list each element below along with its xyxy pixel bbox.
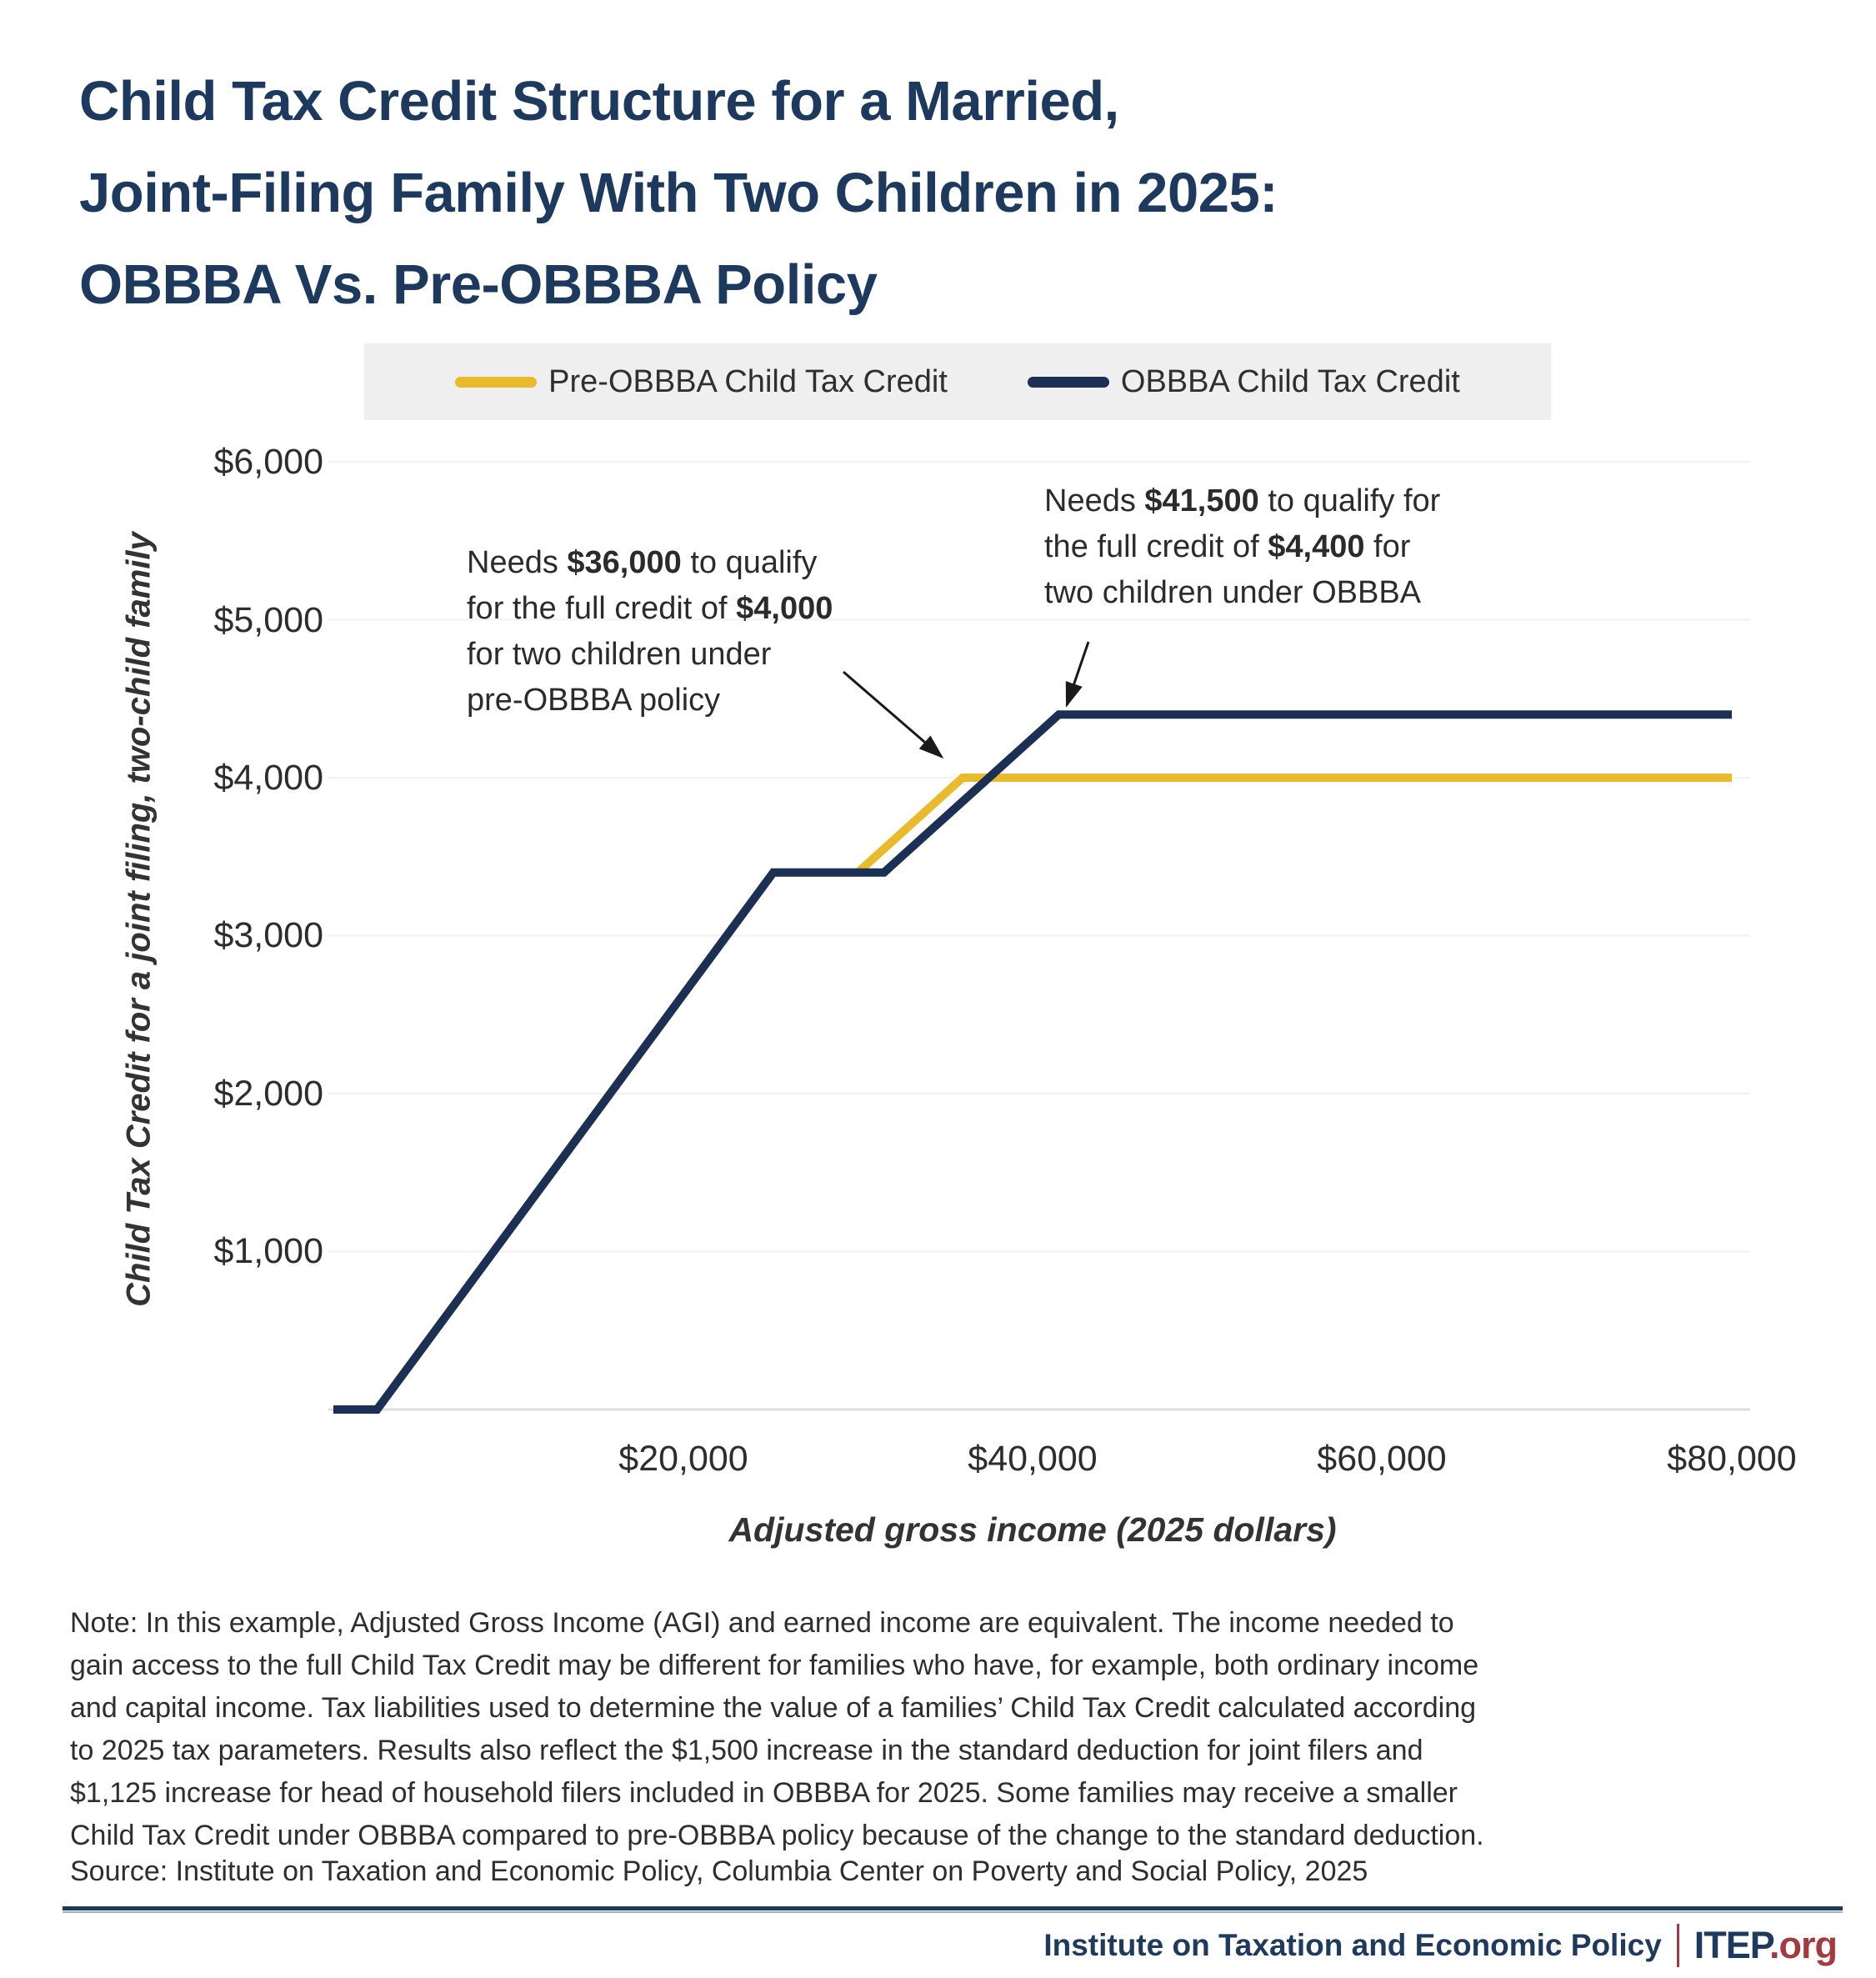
annotation-line: for the full credit of $4,000 xyxy=(467,591,833,626)
note-line: to 2025 tax parameters. Results also ref… xyxy=(70,1735,1423,1766)
y-axis-tick-label: $5,000 xyxy=(213,600,323,640)
annotation-line: Needs $41,500 to qualify for xyxy=(1044,483,1441,518)
y-axis-tick-label: $3,000 xyxy=(213,915,323,955)
annotation-arrow xyxy=(1065,641,1090,708)
note-line: and capital income. Tax liabilities used… xyxy=(70,1692,1477,1724)
x-axis-tick-label: $20,000 xyxy=(618,1439,748,1479)
y-axis-tick-label: $6,000 xyxy=(213,442,323,482)
x-axis-tick-label: $40,000 xyxy=(968,1439,1098,1479)
page-title-line-2: Joint-Filing Family With Two Children in… xyxy=(79,161,1278,224)
y-axis-tick-label: $2,000 xyxy=(213,1074,323,1114)
series-line-pre-obbba xyxy=(333,774,1732,1414)
pre-obbba-annotation: Needs $36,000 to qualify for the full cre… xyxy=(467,540,833,724)
source-text: Source: Institute on Taxation and Econom… xyxy=(70,1855,1368,1887)
annotation-line: the full credit of $4,400 for xyxy=(1044,529,1411,564)
note-text: Note: In this example, Adjusted Gross In… xyxy=(70,1602,1484,1857)
chart-legend: Pre-OBBBA Child Tax Credit OBBBA Child T… xyxy=(364,343,1551,420)
note-line: Note: In this example, Adjusted Gross In… xyxy=(70,1607,1454,1639)
note-line: $1,125 increase for head of household fi… xyxy=(70,1777,1458,1809)
note-line: gain access to the full Child Tax Credit… xyxy=(70,1650,1479,1681)
legend-item-obbba: OBBBA Child Tax Credit xyxy=(1027,363,1460,400)
itep-logo-suffix: .org xyxy=(1769,1924,1838,1966)
legend-label-pre-obbba: Pre-OBBBA Child Tax Credit xyxy=(548,363,948,399)
page-title-line-3: OBBBA Vs. Pre-OBBBA Policy xyxy=(79,253,878,316)
y-axis-tick-label: $4,000 xyxy=(213,758,323,798)
footer-divider xyxy=(63,1906,1843,1910)
page-title: Child Tax Credit Structure for a Married… xyxy=(79,56,1278,331)
footer: Institute on Taxation and Economic Polic… xyxy=(1043,1924,1838,1967)
annotation-line: Needs $36,000 to qualify xyxy=(467,545,818,580)
x-axis-tick-label: $80,000 xyxy=(1667,1439,1797,1479)
footer-organization: Institute on Taxation and Economic Polic… xyxy=(1043,1928,1662,1962)
legend-label-obbba: OBBBA Child Tax Credit xyxy=(1120,363,1460,399)
footer-separator xyxy=(1676,1924,1679,1967)
series-line-obbba xyxy=(333,710,1732,1414)
footer-divider-accent xyxy=(63,1911,1843,1913)
annotation-line: pre-OBBBA policy xyxy=(467,683,721,718)
page-title-line-1: Child Tax Credit Structure for a Married… xyxy=(79,69,1119,133)
annotation-arrow xyxy=(843,670,944,759)
x-axis-tick-label: $60,000 xyxy=(1317,1439,1447,1479)
pre-obbba-line-swatch-icon xyxy=(455,376,538,388)
annotation-line: for two children under xyxy=(467,637,772,672)
annotation-line: two children under OBBBA xyxy=(1044,575,1422,610)
legend-item-pre-obbba: Pre-OBBBA Child Tax Credit xyxy=(455,364,948,400)
obbba-annotation: Needs $41,500 to qualify for the full cre… xyxy=(1044,478,1440,616)
y-axis-tick-label: $1,000 xyxy=(213,1231,323,1271)
note-line: Child Tax Credit under OBBBA compared to… xyxy=(70,1820,1484,1851)
itep-logo-text: ITEP xyxy=(1693,1924,1770,1966)
itep-logo: ITEP.org xyxy=(1693,1924,1838,1967)
obbba-line-swatch-icon xyxy=(1027,376,1109,388)
x-axis-title: Adjusted gross income (2025 dollars) xyxy=(728,1510,1337,1549)
